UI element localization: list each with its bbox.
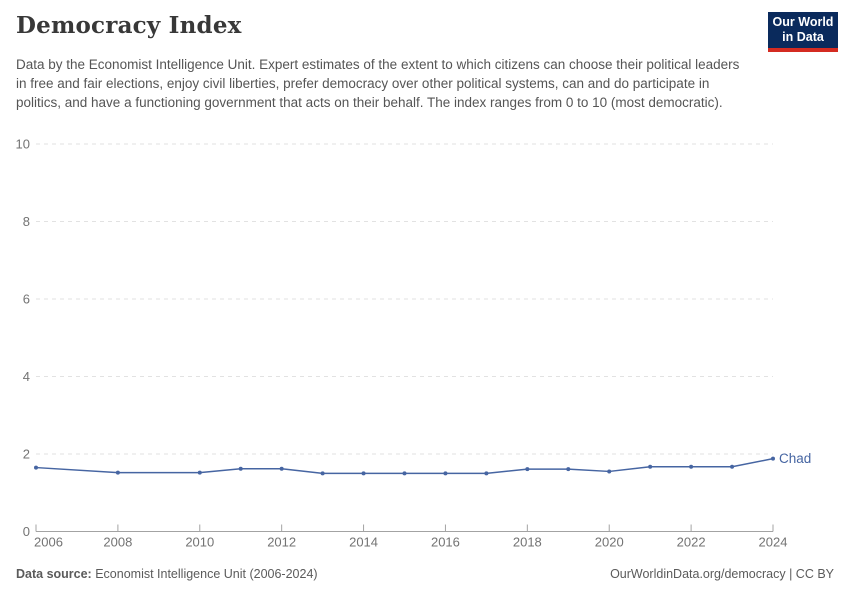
data-point[interactable] [484,471,489,476]
license-link[interactable]: CC BY [795,567,834,581]
owid-link[interactable]: OurWorldinData.org/democracy [610,567,786,581]
owid-logo-line1: Our World [772,15,834,29]
data-point[interactable] [320,471,325,476]
x-axis-tick-label: 2012 [267,535,296,550]
y-axis-tick-label: 0 [23,524,30,539]
y-axis-tick-label: 4 [23,369,30,384]
data-point[interactable] [607,469,612,474]
data-point[interactable] [525,467,530,472]
x-axis-tick-label: 2024 [759,535,788,550]
attribution-separator: | [785,567,796,581]
data-point[interactable] [689,464,694,469]
x-axis-tick-label: 2018 [513,535,542,550]
data-point[interactable] [279,466,284,471]
chart-footer: Data source: Economist Intelligence Unit… [16,567,834,581]
data-source: Data source: Economist Intelligence Unit… [16,567,318,581]
data-point[interactable] [34,465,38,470]
y-axis-tick-label: 2 [23,447,30,462]
x-axis-tick-label: 2008 [103,535,132,550]
data-source-label: Data source: [16,567,92,581]
x-axis-tick-label: 2006 [34,535,63,550]
x-axis-tick-label: 2010 [185,535,214,550]
page-title: Democracy Index [16,12,242,39]
data-point[interactable] [566,467,571,472]
data-line-chad[interactable] [35,457,774,475]
data-point[interactable] [115,470,120,475]
data-point[interactable] [238,466,243,471]
line-chart[interactable]: 0 2 4 6 8 10 2006 2008 2010 2012 2014 2016 2018 2020 2… [0,130,850,560]
data-point[interactable] [443,471,448,476]
y-axis-tick-label: 6 [23,292,30,307]
y-axis-tick-label: 8 [23,214,30,229]
x-axis-tick-label: 2022 [677,535,706,550]
data-point[interactable] [648,464,653,469]
data-point[interactable] [197,470,202,475]
data-point[interactable] [361,471,366,476]
series-label-chad[interactable]: Chad [779,451,811,466]
data-point[interactable] [730,464,735,469]
x-axis-tick-label: 2016 [431,535,460,550]
owid-logo-line2: in Data [782,30,824,44]
data-point[interactable] [771,456,775,461]
y-axis-tick-label: 10 [16,137,30,152]
chart-subtitle: Data by the Economist Intelligence Unit.… [16,57,740,110]
x-axis-tick-label: 2020 [595,535,624,550]
data-point[interactable] [402,471,407,476]
x-axis-tick-label: 2014 [349,535,378,550]
attribution: OurWorldinData.org/democracy | CC BY [610,567,834,581]
owid-logo[interactable]: Our World in Data [768,12,838,52]
data-source-text: Economist Intelligence Unit (2006-2024) [91,567,318,581]
